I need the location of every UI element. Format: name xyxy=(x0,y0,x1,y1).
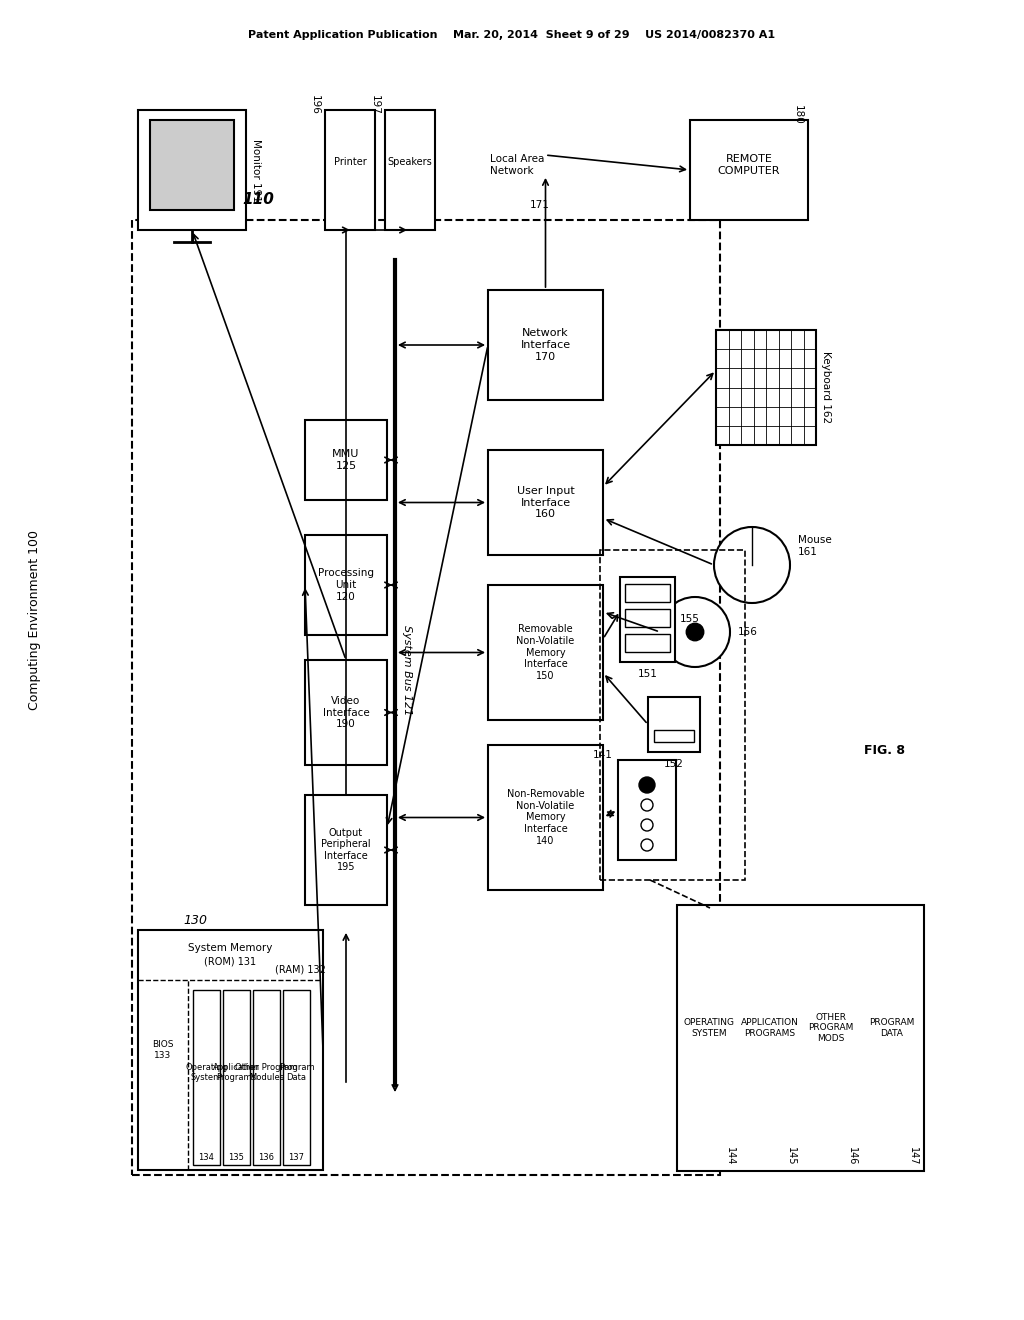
Text: 110: 110 xyxy=(242,193,274,207)
Text: Printer: Printer xyxy=(334,157,367,168)
Text: (ROM) 131: (ROM) 131 xyxy=(205,957,257,968)
Text: 146: 146 xyxy=(847,1147,857,1166)
Bar xyxy=(488,290,603,400)
Text: Patent Application Publication    Mar. 20, 2014  Sheet 9 of 29    US 2014/008237: Patent Application Publication Mar. 20, … xyxy=(249,30,775,40)
Bar xyxy=(680,908,738,1168)
Bar xyxy=(620,577,675,663)
Text: 137: 137 xyxy=(289,1152,304,1162)
Text: Processing
Unit
120: Processing Unit 120 xyxy=(318,569,374,602)
Bar xyxy=(385,110,435,230)
Bar xyxy=(625,609,670,627)
Text: Program
Data: Program Data xyxy=(279,1063,314,1082)
Bar xyxy=(488,450,603,554)
Text: Removable
Non-Volatile
Memory
Interface
150: Removable Non-Volatile Memory Interface … xyxy=(516,624,574,681)
Bar xyxy=(253,990,280,1166)
Text: Network
Interface
170: Network Interface 170 xyxy=(520,329,570,362)
Text: System Memory: System Memory xyxy=(188,942,272,953)
Bar xyxy=(863,908,921,1168)
Text: MMU
125: MMU 125 xyxy=(333,449,359,471)
Circle shape xyxy=(660,597,730,667)
Text: Mouse
161: Mouse 161 xyxy=(798,535,831,557)
Text: 196: 196 xyxy=(310,95,319,115)
Bar xyxy=(741,908,799,1168)
Bar xyxy=(600,550,745,880)
Bar xyxy=(132,220,720,1175)
Bar xyxy=(802,908,860,1168)
Text: 135: 135 xyxy=(228,1152,245,1162)
Text: 152: 152 xyxy=(664,759,684,770)
Circle shape xyxy=(641,840,653,851)
Text: FIG. 8: FIG. 8 xyxy=(864,743,905,756)
Text: 156: 156 xyxy=(738,627,758,638)
Bar xyxy=(654,730,694,742)
Text: OPERATING
SYSTEM: OPERATING SYSTEM xyxy=(683,1018,734,1038)
Circle shape xyxy=(639,777,655,793)
Text: PROGRAM
DATA: PROGRAM DATA xyxy=(869,1018,914,1038)
Bar xyxy=(305,535,387,635)
Text: 145: 145 xyxy=(786,1147,796,1166)
Circle shape xyxy=(686,623,703,640)
Text: OTHER
PROGRAM
MODS: OTHER PROGRAM MODS xyxy=(808,1014,854,1043)
Text: 130: 130 xyxy=(183,913,207,927)
Bar xyxy=(625,634,670,652)
Text: (RAM) 132: (RAM) 132 xyxy=(275,965,326,975)
Circle shape xyxy=(641,818,653,832)
Bar xyxy=(193,990,220,1166)
Bar xyxy=(223,990,250,1166)
Bar xyxy=(305,660,387,766)
Bar xyxy=(488,744,603,890)
Text: Keyboard 162: Keyboard 162 xyxy=(821,351,831,424)
Text: 151: 151 xyxy=(638,669,657,678)
Text: Video
Interface
190: Video Interface 190 xyxy=(323,696,370,729)
Circle shape xyxy=(641,779,653,791)
Bar xyxy=(716,330,816,445)
Bar xyxy=(488,585,603,719)
Text: Computing Environment 100: Computing Environment 100 xyxy=(29,531,42,710)
Bar xyxy=(283,990,310,1166)
Text: REMOTE
COMPUTER: REMOTE COMPUTER xyxy=(718,154,780,176)
Text: Speakers: Speakers xyxy=(388,157,432,168)
Text: 134: 134 xyxy=(199,1152,214,1162)
Text: 141: 141 xyxy=(593,750,613,760)
Text: Other Program
Modules: Other Program Modules xyxy=(236,1063,298,1082)
Text: User Input
Interface
160: User Input Interface 160 xyxy=(517,486,574,519)
Text: 147: 147 xyxy=(908,1147,918,1166)
Bar xyxy=(648,697,700,752)
Text: Output
Peripheral
Interface
195: Output Peripheral Interface 195 xyxy=(322,828,371,873)
Text: 136: 136 xyxy=(258,1152,274,1162)
Text: 197: 197 xyxy=(370,95,380,115)
Bar xyxy=(625,583,670,602)
Text: Monitor 191: Monitor 191 xyxy=(251,139,261,202)
Text: Local Area
Network: Local Area Network xyxy=(490,154,545,176)
Bar xyxy=(618,760,676,861)
Text: 171: 171 xyxy=(530,201,550,210)
Bar xyxy=(690,120,808,220)
Text: 180: 180 xyxy=(793,106,803,125)
Text: 155: 155 xyxy=(680,615,699,624)
Text: Operating
System: Operating System xyxy=(185,1063,227,1082)
Bar xyxy=(138,110,246,230)
Circle shape xyxy=(714,527,790,603)
Bar xyxy=(305,420,387,500)
Bar xyxy=(325,110,375,230)
Text: APPLICATION
PROGRAMS: APPLICATION PROGRAMS xyxy=(741,1018,799,1038)
Bar xyxy=(150,120,234,210)
Text: System Bus 121: System Bus 121 xyxy=(402,624,412,715)
Text: 144: 144 xyxy=(725,1147,735,1166)
Circle shape xyxy=(641,799,653,810)
Bar xyxy=(677,906,924,1171)
Text: Non-Removable
Non-Volatile
Memory
Interface
140: Non-Removable Non-Volatile Memory Interf… xyxy=(507,789,585,846)
Bar xyxy=(138,931,323,1170)
Text: BIOS
133: BIOS 133 xyxy=(153,1040,174,1060)
Text: Application
Programs: Application Programs xyxy=(213,1063,260,1082)
Bar xyxy=(305,795,387,906)
